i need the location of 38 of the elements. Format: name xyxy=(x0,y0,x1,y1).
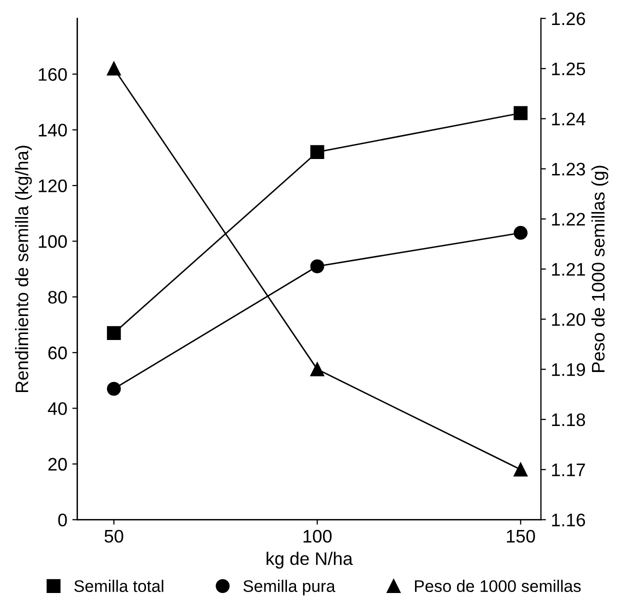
point xyxy=(514,106,528,120)
x-tick-label: 150 xyxy=(506,530,535,543)
point xyxy=(310,259,324,274)
point xyxy=(514,462,528,476)
y-tick-label: 160 xyxy=(38,68,67,81)
legend-label: Semilla pura xyxy=(243,580,336,596)
point xyxy=(514,226,528,240)
y-axis-title: Rendimiento de semilla (kg/ha) xyxy=(15,146,32,392)
y-tick-label: 40 xyxy=(48,402,67,416)
legend-label: Peso de 1000 semillas xyxy=(415,580,581,592)
point xyxy=(106,382,121,396)
y2-tick-label: 1.18 xyxy=(552,413,586,426)
y2-tick-label: 1.20 xyxy=(552,313,586,326)
y2-tick-label: 1.25 xyxy=(552,62,586,76)
y2-tick-label: 1.21 xyxy=(552,262,585,276)
x-tick-label: 50 xyxy=(104,530,124,543)
y2-tick-label: 1.26 xyxy=(552,12,586,26)
point xyxy=(310,145,324,160)
y-tick-label: 140 xyxy=(38,124,67,137)
y2-tick-label: 1.22 xyxy=(552,212,585,226)
point xyxy=(106,326,121,340)
y-tick-label: 60 xyxy=(48,346,67,360)
point xyxy=(106,62,121,76)
y2-tick-label: 1.17 xyxy=(552,464,585,476)
y2-tick-label: 1.24 xyxy=(552,112,586,126)
x-tick-label: 100 xyxy=(304,530,332,543)
y-tick-label: 120 xyxy=(38,179,67,192)
y2-tick-label: 1.19 xyxy=(552,363,585,376)
point xyxy=(310,362,324,376)
x-axis-title: kg de N/ha xyxy=(266,552,353,569)
y-tick-label: 100 xyxy=(38,235,67,248)
legend-label: Semilla total xyxy=(74,580,164,592)
y2-axis-title: Peso de 1000 semillas (g) xyxy=(591,166,608,372)
y-tick-label: 0 xyxy=(58,514,67,526)
y-tick-label: 80 xyxy=(48,290,67,304)
y-tick-label: 20 xyxy=(48,458,67,471)
y2-tick-label: 1.23 xyxy=(552,162,586,176)
y2-tick-label: 1.16 xyxy=(552,514,586,526)
